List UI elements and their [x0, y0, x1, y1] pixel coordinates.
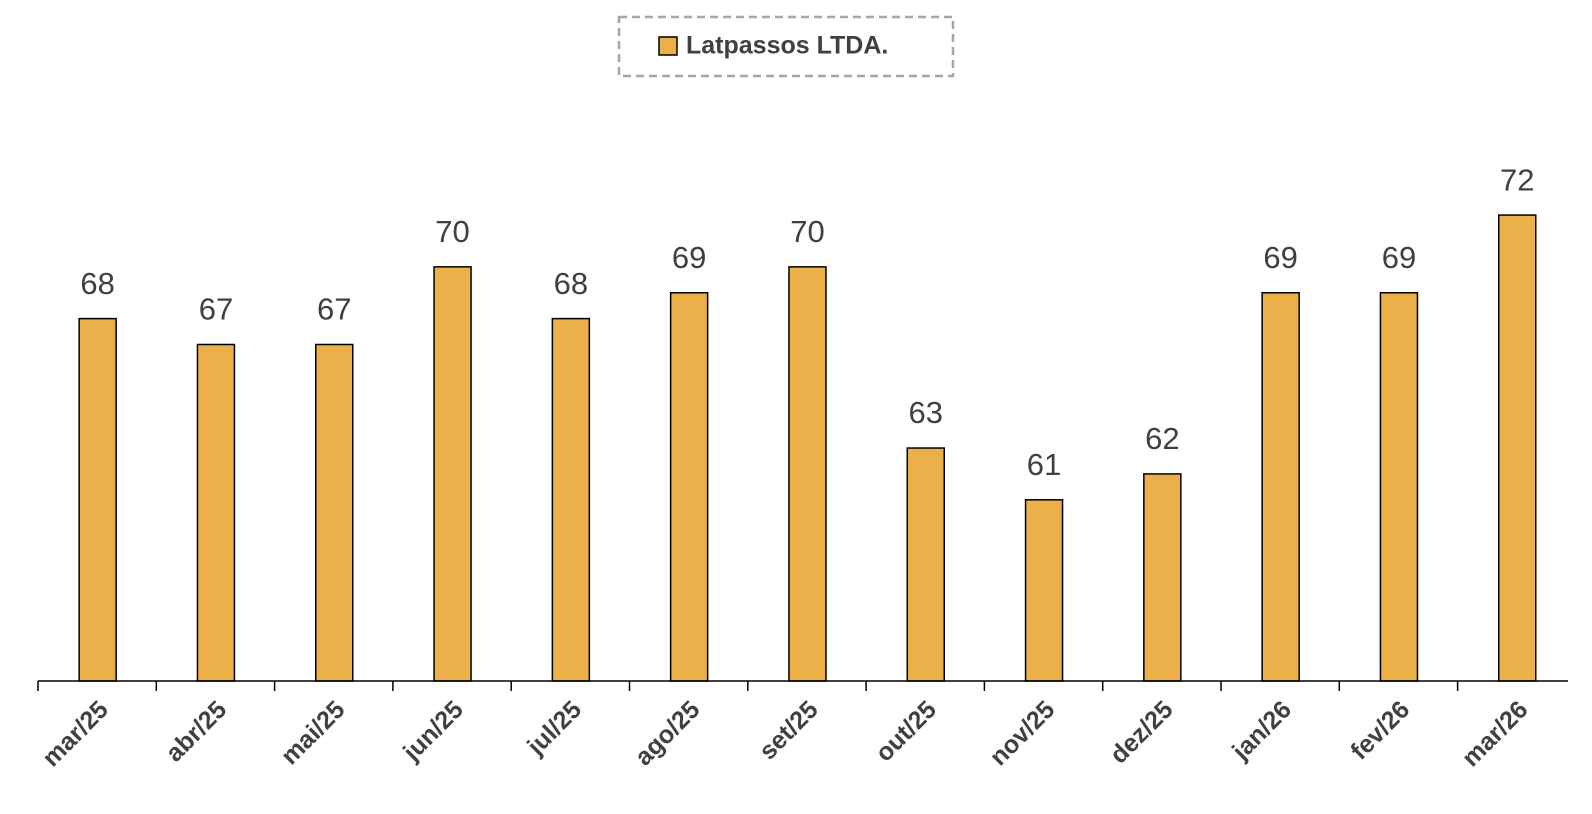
- bar: [433, 266, 472, 682]
- x-tick-label: jan/26: [1226, 695, 1297, 766]
- x-tick-label: fev/26: [1345, 695, 1415, 765]
- bar: [1261, 291, 1300, 682]
- bar: [669, 291, 709, 682]
- value-label: 61: [1027, 447, 1061, 482]
- bar: [196, 343, 236, 682]
- bar: [1024, 499, 1064, 682]
- x-tick-label: abr/25: [160, 695, 232, 767]
- legend-label: Latpassos LTDA.: [686, 32, 888, 60]
- bar: [1143, 473, 1182, 682]
- legend-swatch: [658, 36, 678, 56]
- value-label: 69: [672, 240, 706, 275]
- x-tick-label: out/25: [870, 695, 942, 767]
- value-label: 67: [317, 292, 351, 327]
- value-label: 68: [554, 266, 588, 301]
- x-tick-label: mar/26: [1457, 695, 1534, 772]
- value-label: 69: [1382, 240, 1416, 275]
- x-tick-label: mai/25: [276, 695, 351, 770]
- bar: [1379, 291, 1419, 682]
- bar: [788, 266, 827, 682]
- value-label: 63: [909, 395, 943, 430]
- legend-frame: [617, 15, 955, 78]
- bar: [551, 317, 591, 682]
- value-label: 70: [790, 214, 824, 249]
- value-label: 62: [1145, 421, 1179, 456]
- x-tick-label: jun/25: [397, 695, 469, 767]
- bar: [315, 343, 354, 682]
- x-tick-label: ago/25: [630, 695, 706, 771]
- x-tick-label: dez/25: [1105, 695, 1179, 769]
- value-label: 67: [199, 292, 233, 327]
- x-tick-label: mar/25: [37, 695, 114, 772]
- x-tick-label: nov/25: [984, 695, 1060, 771]
- x-tick-label: jul/25: [521, 695, 587, 761]
- value-label: 72: [1500, 162, 1534, 197]
- bar: [1498, 214, 1537, 682]
- value-label: 68: [80, 266, 114, 301]
- value-label: 70: [435, 214, 469, 249]
- value-label: 69: [1263, 240, 1297, 275]
- legend: Latpassos LTDA.: [617, 15, 955, 78]
- x-tick-label: set/25: [754, 695, 824, 765]
- bar: [906, 447, 945, 682]
- bar: [78, 317, 117, 682]
